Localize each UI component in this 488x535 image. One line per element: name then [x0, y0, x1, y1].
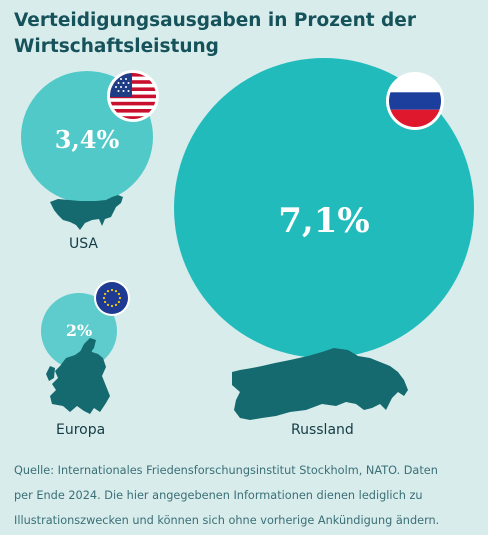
- russland-value-label: 7,1%: [278, 201, 369, 241]
- us-flag-icon: [107, 70, 159, 122]
- chart-title: Verteidigungsausgaben in Prozent der Wir…: [14, 8, 484, 60]
- russland-label: Russland: [291, 422, 354, 438]
- source-line-2: per Ende 2024. Die hier angegebenen Info…: [14, 489, 423, 502]
- scandinavia-map-icon: [80, 338, 96, 353]
- chart-title-line-1: Verteidigungsausgaben in Prozent der: [14, 10, 416, 31]
- usa-value-label: 3,4%: [55, 125, 120, 154]
- europa-label: Europa: [56, 422, 106, 438]
- usa-label: USA: [69, 236, 98, 252]
- source-line-1: Quelle: Internationales Friedensforschun…: [14, 464, 438, 477]
- europa-bubble: [41, 293, 117, 369]
- source-note: Quelle: Internationales Friedensforschun…: [14, 458, 480, 533]
- russia-map-icon: [232, 348, 408, 420]
- russland-bubble: [174, 58, 474, 358]
- europa-value-label: 2%: [66, 321, 92, 340]
- usa-map-icon: [50, 195, 123, 230]
- chart-title-line-2: Wirtschaftsleistung: [14, 36, 219, 57]
- source-line-3: Illustrationszwecken und können sich ohn…: [14, 514, 440, 527]
- europe-map-icon: [50, 343, 110, 414]
- british-isles-map-icon: [46, 366, 55, 381]
- russia-flag-icon: [386, 72, 444, 130]
- eu-flag-icon: [94, 280, 130, 316]
